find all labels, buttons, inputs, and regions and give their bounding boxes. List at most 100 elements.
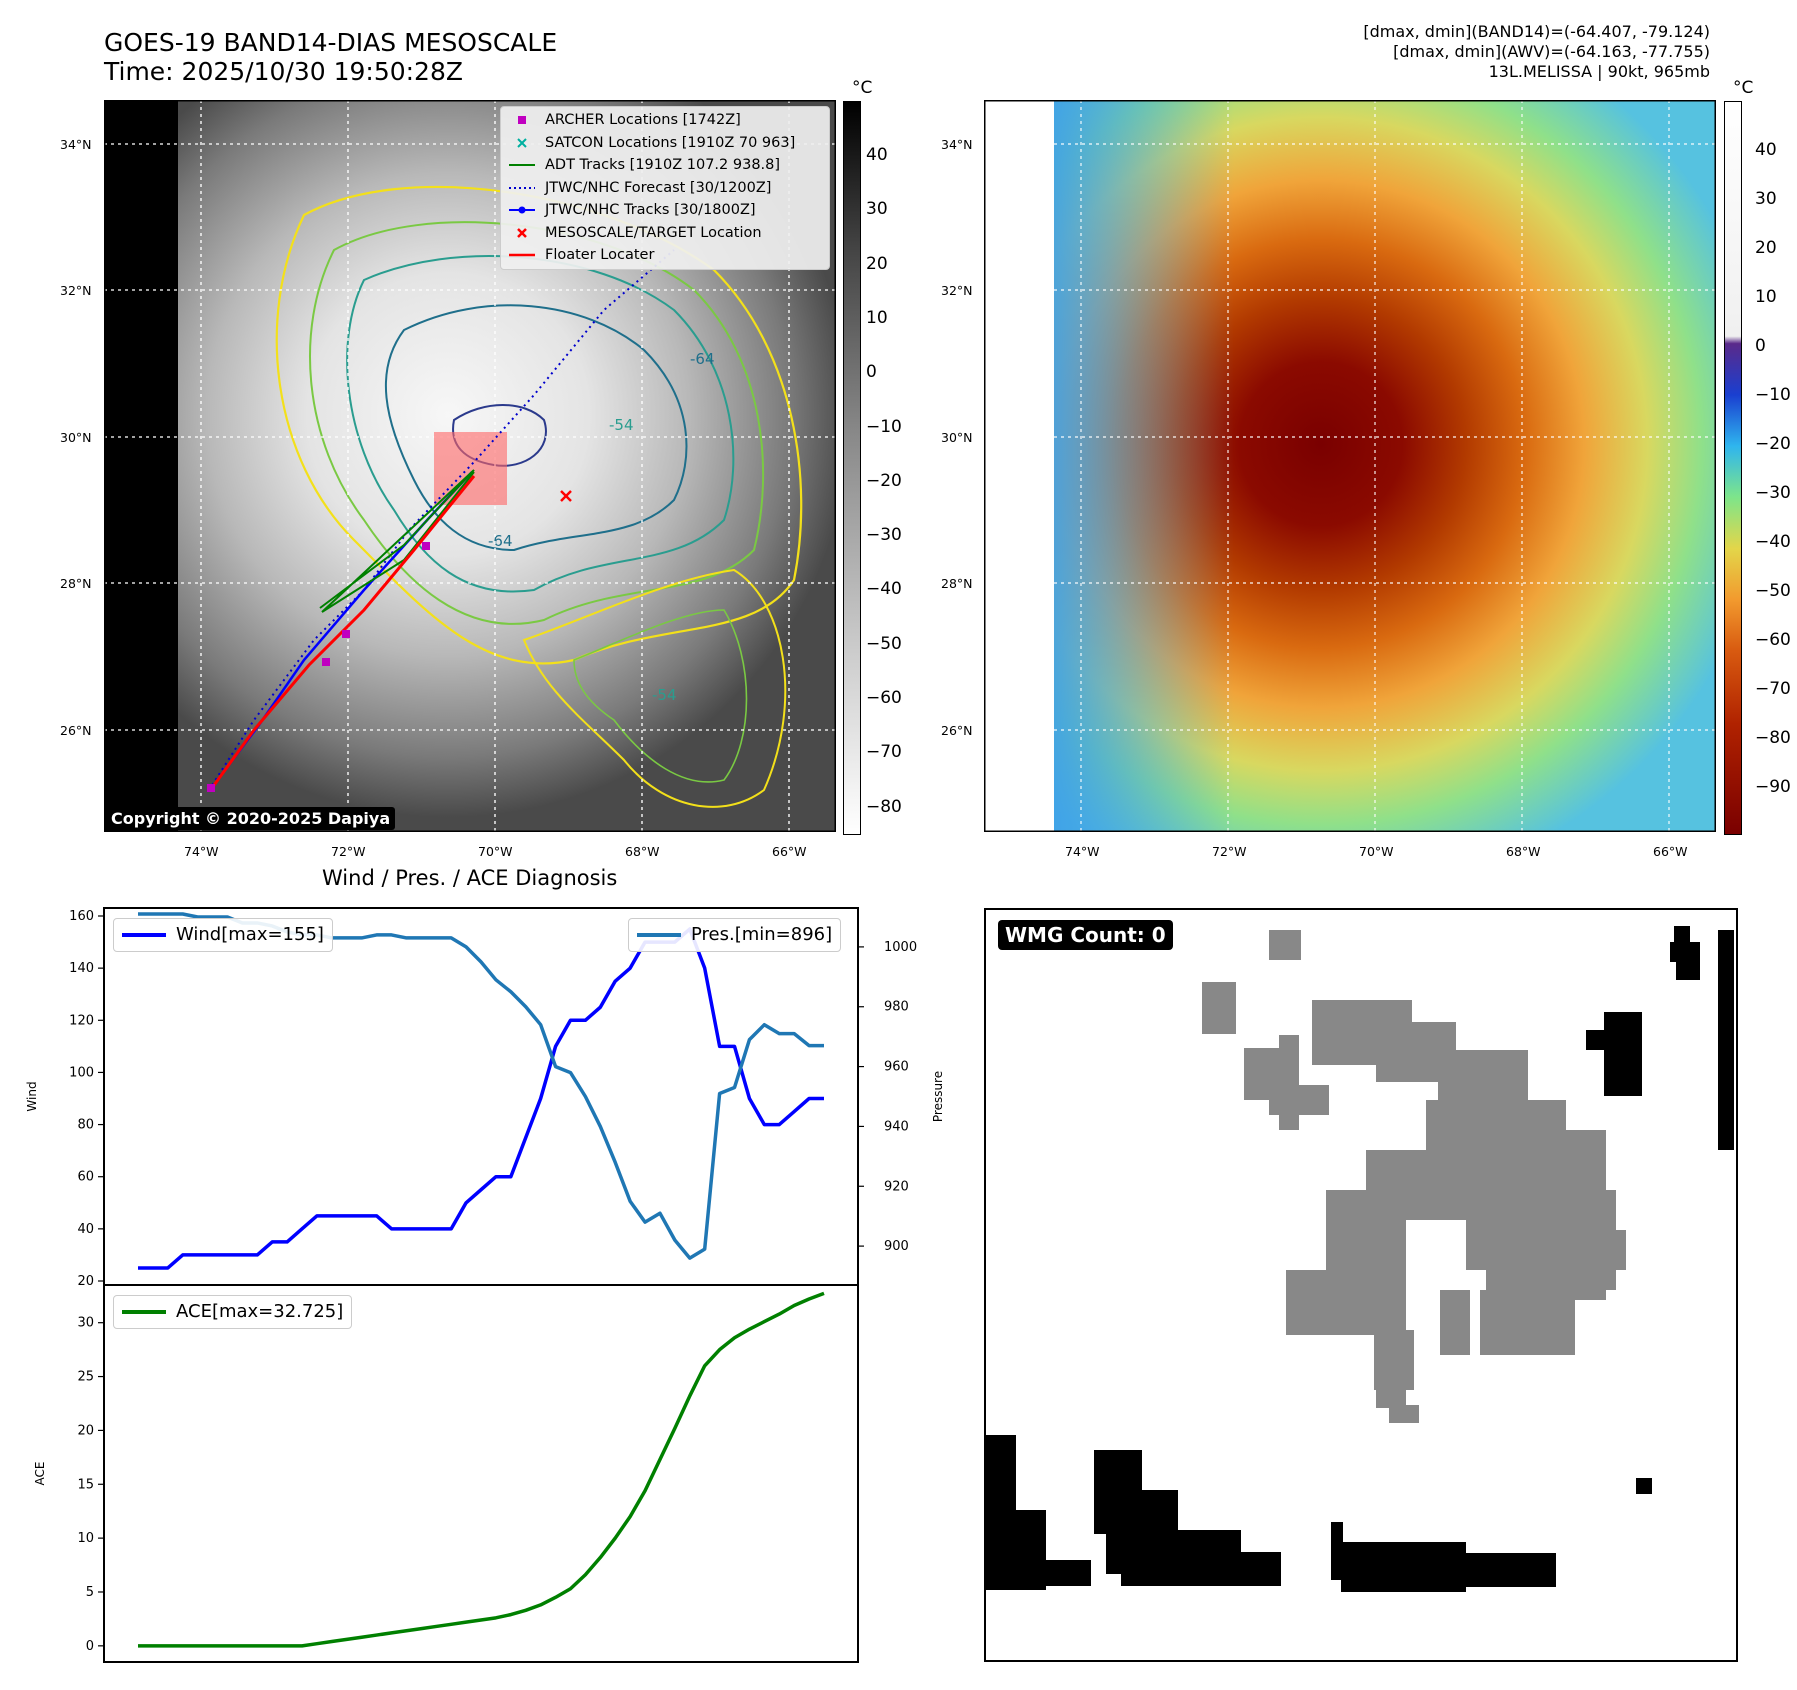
awv-map-panel: [984, 100, 1716, 832]
colorbar-tick-label: 10: [866, 307, 888, 328]
lon-label: 72°W: [1212, 844, 1247, 859]
contour-label: -64: [488, 532, 513, 550]
colorbar-tick-label: −40: [1755, 532, 1791, 552]
magenta-square-icon: [509, 109, 537, 131]
wind-series-line: [138, 927, 824, 1270]
figure-time: Time: 2025/10/30 19:50:28Z: [104, 57, 463, 86]
legend-item-satcon: SATCON Locations [1910Z 70 963]: [501, 132, 829, 155]
colorbar-tick-label: −40: [866, 579, 902, 600]
pressure-axis-label: Pressure: [931, 1071, 945, 1122]
lat-label: 34°N: [941, 137, 973, 152]
ace-legend-line: [122, 1310, 166, 1314]
blue-dotted-line-icon: [509, 177, 537, 199]
colorbar-tick-label: −80: [866, 796, 902, 817]
lon-label: 68°W: [625, 844, 660, 859]
legend-item-target: MESOSCALE/TARGET Location: [501, 222, 829, 245]
ace-legend-label: ACE[max=32.725]: [176, 1301, 344, 1322]
ace-tick-label: 10: [77, 1531, 94, 1546]
awv-map-svg: [984, 100, 1716, 832]
wind-tick-label: 160: [69, 909, 94, 924]
colorbar-tick-label: −30: [866, 525, 902, 546]
track-legend: ARCHER Locations [1742Z] SATCON Location…: [500, 106, 830, 270]
legend-label: JTWC/NHC Tracks [30/1800Z]: [545, 202, 756, 218]
pressure-legend-label: Pres.[min=896]: [691, 924, 833, 945]
legend-item-floater: Floater Locater: [501, 244, 829, 267]
colorbar-tick-label: 20: [1755, 238, 1777, 258]
floater-track: [210, 475, 476, 789]
wmg-gray-cells: [1202, 930, 1626, 1423]
lat-label: 26°N: [60, 723, 92, 738]
wind-tick-label: 100: [69, 1065, 94, 1080]
pressure-tick-label: 920: [884, 1179, 909, 1194]
red-line-icon: [509, 244, 537, 266]
ace-series-line: [138, 1291, 825, 1648]
lon-label: 72°W: [331, 844, 366, 859]
pressure-legend-line: [637, 933, 681, 937]
pressure-tick-label: 1000: [884, 940, 917, 955]
pressure-series-line: [138, 912, 824, 1260]
wind-tick-label: 20: [77, 1274, 94, 1289]
lat-label: 32°N: [941, 283, 973, 298]
colorbar-tick-label: −30: [1755, 483, 1791, 503]
colorbar-tick-label: −50: [866, 633, 902, 654]
legend-item-archer: ARCHER Locations [1742Z]: [501, 109, 829, 132]
stats-awv: [dmax, dmin](AWV)=(-64.163, -77.755): [1393, 42, 1710, 61]
legend-label: ARCHER Locations [1742Z]: [545, 112, 741, 128]
adt-tracks: [319, 469, 475, 613]
pressure-tick-label: 980: [884, 1000, 909, 1015]
colorbar-tick-label: 30: [866, 199, 888, 220]
floater-box: [434, 432, 507, 505]
lon-label: 68°W: [1506, 844, 1541, 859]
wind-legend: Wind[max=155]: [113, 918, 333, 952]
colorbar-tick-label: −20: [866, 470, 902, 491]
colorbar-tick-label: 0: [1755, 336, 1766, 356]
lat-label: 30°N: [941, 430, 973, 445]
lat-label: 34°N: [60, 137, 92, 152]
colorbar-tick-label: −60: [866, 688, 902, 708]
contour-label: -54: [609, 416, 634, 434]
contour-label: -54: [652, 686, 677, 704]
green-line-icon: [509, 154, 537, 176]
copyright-badge: Copyright © 2020-2025 Dapiya: [106, 807, 396, 830]
figure-title: GOES-19 BAND14-DIAS MESOSCALE: [104, 28, 558, 57]
wind-tick-label: 80: [77, 1118, 94, 1133]
stats-storm: 13L.MELISSA | 90kt, 965mb: [1488, 62, 1710, 81]
colorbar-tick-label: −70: [1755, 679, 1791, 699]
colorbar-tick-label: 10: [1755, 287, 1777, 307]
wmg-count-badge: WMG Count: 0: [998, 920, 1173, 950]
lat-label: 28°N: [941, 576, 973, 591]
legend-label: ADT Tracks [1910Z 107.2 938.8]: [545, 157, 781, 173]
lon-label: 70°W: [1359, 844, 1394, 859]
colorbar-unit: °C: [1733, 78, 1754, 98]
colorbar-tick-label: −50: [1755, 581, 1791, 601]
colorbar-tick-label: −60: [1755, 630, 1791, 650]
wind-tick-label: 120: [69, 1013, 94, 1028]
pressure-legend: Pres.[min=896]: [628, 918, 842, 952]
wmg-black-cells: [986, 926, 1734, 1592]
ace-axis-label: ACE: [33, 1462, 47, 1486]
colorbar-tick-label: −90: [1755, 777, 1791, 797]
colorbar-tick-label: 30: [1755, 189, 1777, 209]
ace-legend: ACE[max=32.725]: [113, 1295, 353, 1329]
awv-colorbar: [1724, 101, 1742, 835]
colorbar-unit: °C: [852, 78, 873, 98]
blue-line-dot-icon: [509, 199, 537, 221]
diagnosis-title: Wind / Pres. / ACE Diagnosis: [322, 866, 618, 890]
lon-label: 74°W: [184, 844, 219, 859]
ace-axes-frame: [103, 1284, 859, 1663]
red-x-icon: [509, 222, 537, 244]
band14-map-panel: -64 -54 -64 -54: [104, 100, 836, 832]
ace-tick-label: 0: [86, 1639, 94, 1654]
wind-axis-label: Wind: [25, 1081, 39, 1111]
lon-label: 74°W: [1065, 844, 1100, 859]
colorbar-tick-label: −10: [1755, 385, 1791, 405]
legend-label: SATCON Locations [1910Z 70 963]: [545, 134, 796, 151]
pressure-tick-label: 900: [884, 1239, 909, 1254]
lon-label: 66°W: [772, 844, 807, 859]
legend-item-jtwc-tracks: JTWC/NHC Tracks [30/1800Z]: [501, 199, 829, 222]
ace-tick-label: 5: [86, 1585, 94, 1600]
lat-label: 30°N: [60, 430, 92, 445]
legend-label: JTWC/NHC Forecast [30/1200Z]: [545, 179, 772, 196]
ace-tick-label: 30: [77, 1316, 94, 1331]
teal-x-icon: [509, 132, 537, 154]
